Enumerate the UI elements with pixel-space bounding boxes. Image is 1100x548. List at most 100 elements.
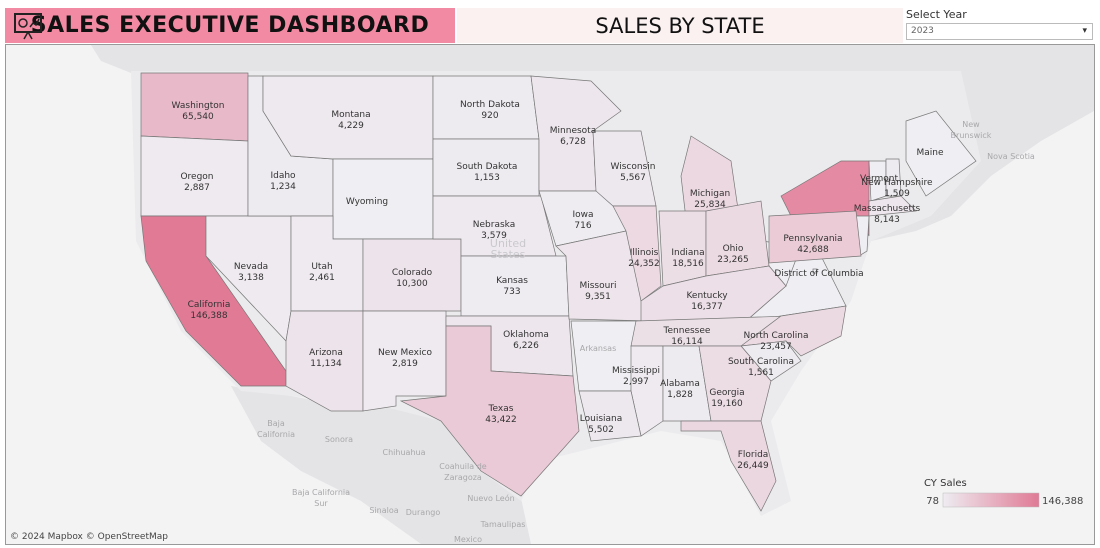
state-name: California xyxy=(188,300,231,310)
state-name: Alabama xyxy=(660,379,700,389)
state-sales: 5,567 xyxy=(620,173,646,183)
state-sales: 42,688 xyxy=(797,245,829,255)
place-label: New xyxy=(962,120,980,129)
place-label: Zaragoza xyxy=(444,473,482,482)
state-sales: 920 xyxy=(481,111,498,121)
state-shape xyxy=(362,310,447,412)
state-name: Utah xyxy=(311,262,332,272)
state-name: North Carolina xyxy=(743,331,808,341)
state-name: New Hampshire xyxy=(861,178,933,188)
legend-max: 146,388 xyxy=(1042,496,1083,507)
state-shape xyxy=(812,268,818,274)
state-sales: 11,134 xyxy=(310,359,342,369)
state-sales: 8,143 xyxy=(874,215,900,225)
place-label: Coahuila de xyxy=(439,462,486,471)
state-sales: 3,138 xyxy=(238,273,264,283)
state-name: Nebraska xyxy=(473,220,515,230)
state-sales: 10,300 xyxy=(396,279,428,289)
state-name: North Dakota xyxy=(460,100,520,110)
state-name: Idaho xyxy=(270,171,296,181)
state-sales: 16,377 xyxy=(691,302,723,312)
state-sales: 2,997 xyxy=(623,377,649,387)
year-dropdown[interactable]: 2023 ▾ xyxy=(906,23,1093,40)
state-name: Indiana xyxy=(671,248,704,258)
state-shape xyxy=(612,205,662,302)
state-name: Minnesota xyxy=(550,126,596,136)
state-sales: 146,388 xyxy=(190,311,227,321)
state-name: Iowa xyxy=(572,210,593,220)
legend-title: CY Sales xyxy=(924,478,967,489)
state-name: Massachusetts xyxy=(854,204,921,214)
state-sales: 716 xyxy=(574,221,591,231)
state-sales: 1,153 xyxy=(474,173,500,183)
dropdown-value: 2023 xyxy=(911,26,934,36)
state-sales: 23,457 xyxy=(760,342,792,352)
state-name: Wisconsin xyxy=(611,162,656,172)
state-shape xyxy=(578,390,642,442)
state-shape xyxy=(739,305,847,357)
place-label: Nova Scotia xyxy=(987,152,1035,161)
place-label: United xyxy=(490,237,526,250)
state-shape xyxy=(768,210,862,264)
state-shape xyxy=(460,255,570,317)
state-name: Maine xyxy=(916,148,943,158)
place-label: Sinaloa xyxy=(369,506,398,515)
state-name: Vermont xyxy=(860,174,899,184)
state-sales: 1,509 xyxy=(884,189,910,199)
dropdown-arrow: ▾ xyxy=(1082,26,1087,36)
state-name: Wyoming xyxy=(346,197,388,207)
state-name: Washington xyxy=(172,101,225,111)
place-label: Brunswick xyxy=(951,131,992,140)
state-sales: 25,834 xyxy=(694,200,726,210)
state-sales: 6,728 xyxy=(560,137,586,147)
state-sales: 2,461 xyxy=(309,273,335,283)
state-name: Illinois xyxy=(630,248,659,258)
state-name: New Mexico xyxy=(378,348,432,358)
mexico-land xyxy=(231,386,531,544)
state-sales: 26,449 xyxy=(737,461,769,471)
state-sales: 23,265 xyxy=(717,255,749,265)
state-sales: 43,422 xyxy=(485,415,517,425)
state-sales: 2,819 xyxy=(392,359,418,369)
state-name: Kentucky xyxy=(686,291,728,301)
state-sales: 1,561 xyxy=(748,368,774,378)
state-sales: 3,579 xyxy=(481,231,507,241)
place-label: California xyxy=(257,430,295,439)
logo-icon xyxy=(14,13,42,40)
state-shape xyxy=(680,420,777,512)
state-name: Michigan xyxy=(690,189,730,199)
state-shape xyxy=(698,345,772,422)
dashboard-title: SALES EXECUTIVE DASHBOARD xyxy=(30,13,430,38)
place-label: Tamaulipas xyxy=(480,520,526,529)
state-sales: 6,226 xyxy=(513,341,539,351)
place-label: Durango xyxy=(406,508,441,517)
legend-min: 78 xyxy=(926,496,939,507)
state-sales: 733 xyxy=(503,287,520,297)
state-sales: 1,234 xyxy=(270,182,296,192)
state-name: Florida xyxy=(738,450,769,460)
place-label: Sonora xyxy=(325,435,353,444)
state-name: Texas xyxy=(488,404,514,414)
place-label: Baja California xyxy=(292,488,350,497)
title-bar: SALES EXECUTIVE DASHBOARD xyxy=(5,8,455,43)
place-label: Arkansas xyxy=(580,344,616,353)
map-title: SALES BY STATE xyxy=(595,13,765,38)
state-name: South Dakota xyxy=(457,162,518,172)
state-sales: 24,352 xyxy=(628,259,660,269)
state-shape xyxy=(399,325,580,497)
attribution: © 2024 Mapbox © OpenStreetMap xyxy=(10,532,168,542)
place-label: Baja xyxy=(267,419,285,428)
place-label: States xyxy=(491,248,526,261)
state-name: Pennsylvania xyxy=(783,234,842,244)
state-shape xyxy=(905,110,977,197)
place-label: Sur xyxy=(314,499,328,508)
state-name: Tennessee xyxy=(663,326,711,336)
state-name: Oklahoma xyxy=(503,330,549,340)
state-sales: 2,887 xyxy=(184,183,210,193)
state-name: Louisiana xyxy=(580,414,623,424)
state-shape xyxy=(630,345,664,437)
state-name: District of Columbia xyxy=(774,269,863,279)
state-sales: 9,351 xyxy=(585,292,611,302)
